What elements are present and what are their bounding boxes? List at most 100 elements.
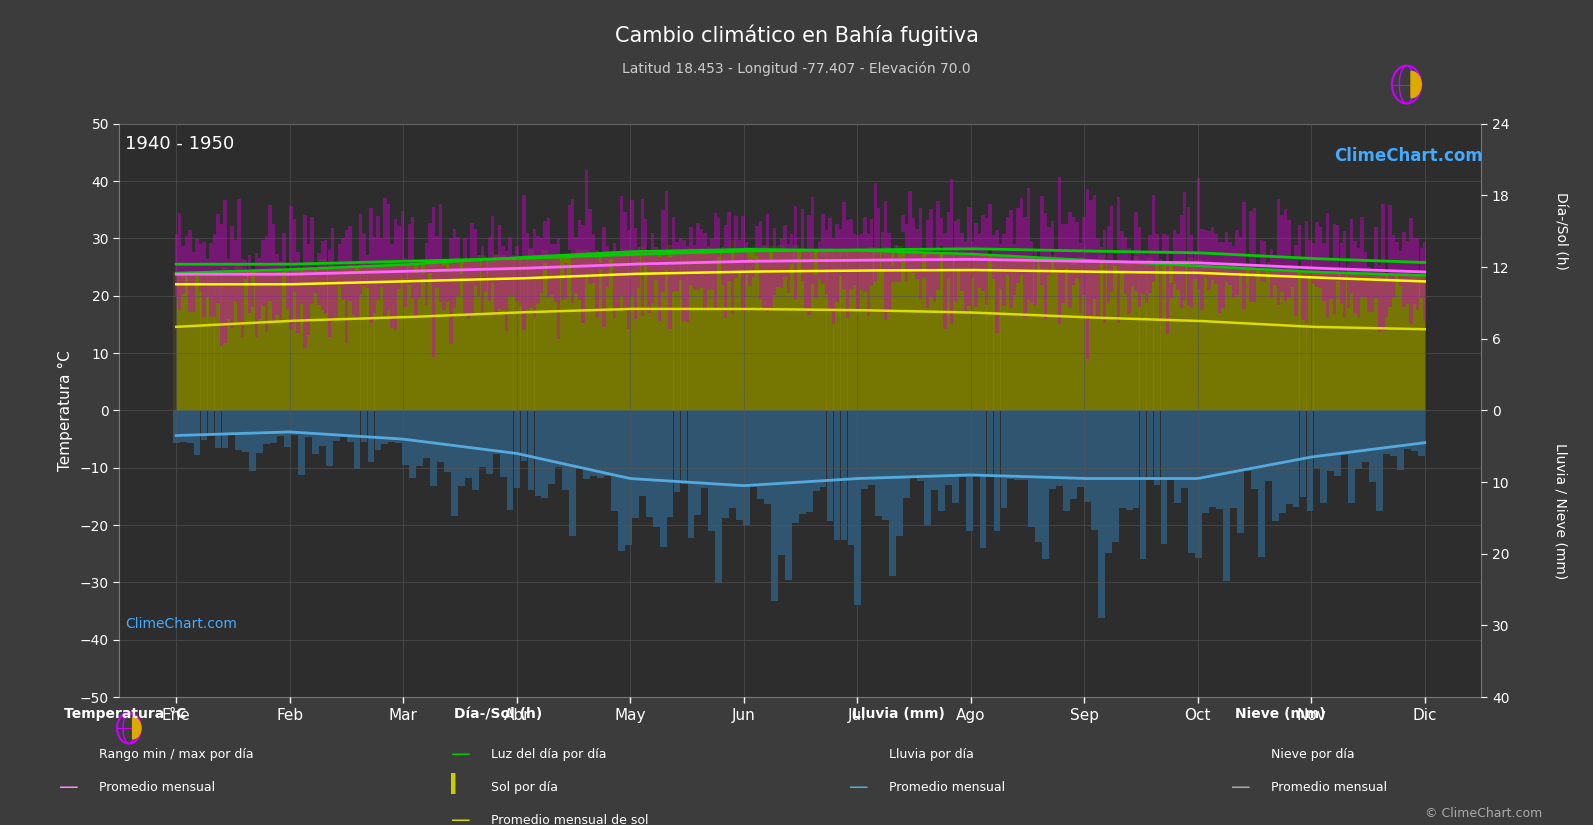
Bar bbox=[640, 199, 644, 316]
Bar bbox=[277, 411, 284, 436]
Bar bbox=[470, 223, 473, 314]
Text: © ClimeChart.com: © ClimeChart.com bbox=[1424, 807, 1542, 820]
Bar bbox=[374, 266, 381, 411]
Bar bbox=[1228, 243, 1231, 285]
Bar bbox=[1118, 263, 1126, 411]
Bar bbox=[1258, 268, 1265, 411]
Bar bbox=[832, 238, 835, 323]
Bar bbox=[1128, 248, 1131, 314]
Bar bbox=[500, 255, 507, 411]
Bar bbox=[597, 411, 604, 478]
Bar bbox=[256, 411, 263, 453]
Bar bbox=[588, 209, 591, 284]
Bar bbox=[903, 411, 910, 497]
Bar bbox=[464, 238, 467, 314]
Bar bbox=[414, 273, 417, 318]
Bar bbox=[389, 411, 395, 441]
Bar bbox=[460, 274, 464, 278]
Bar bbox=[903, 254, 910, 411]
Bar bbox=[567, 205, 570, 250]
Bar bbox=[771, 246, 777, 411]
Bar bbox=[429, 223, 432, 273]
Bar bbox=[1368, 411, 1376, 482]
Bar bbox=[967, 207, 970, 306]
Bar bbox=[459, 411, 465, 487]
Bar bbox=[1050, 255, 1056, 411]
Bar bbox=[722, 411, 730, 518]
Bar bbox=[1069, 212, 1072, 308]
Bar bbox=[846, 220, 849, 318]
Bar bbox=[1099, 248, 1102, 262]
Bar bbox=[352, 262, 355, 315]
Bar bbox=[840, 229, 843, 276]
Text: Promedio mensual de sol: Promedio mensual de sol bbox=[491, 814, 648, 825]
Bar bbox=[1035, 257, 1042, 411]
Bar bbox=[513, 257, 521, 411]
Bar bbox=[1078, 243, 1082, 313]
Text: Lluvia por día: Lluvia por día bbox=[889, 748, 973, 761]
Bar bbox=[722, 250, 730, 411]
Bar bbox=[1397, 411, 1403, 470]
Bar bbox=[919, 208, 922, 299]
Bar bbox=[623, 212, 626, 308]
Y-axis label: Temperatura °C: Temperatura °C bbox=[57, 350, 73, 471]
Bar bbox=[1222, 242, 1225, 308]
Bar bbox=[1190, 235, 1193, 308]
Bar bbox=[542, 251, 548, 411]
Bar bbox=[1118, 411, 1126, 508]
Bar bbox=[241, 259, 244, 337]
Bar bbox=[1075, 222, 1078, 278]
Bar bbox=[675, 242, 679, 291]
Bar bbox=[852, 233, 855, 285]
Bar bbox=[1292, 267, 1300, 411]
Bar bbox=[738, 240, 741, 271]
Text: Nieve (mm): Nieve (mm) bbox=[1235, 707, 1325, 721]
Bar bbox=[585, 170, 588, 276]
Bar bbox=[596, 250, 599, 317]
Bar bbox=[1082, 218, 1085, 295]
Bar bbox=[502, 246, 505, 310]
Bar bbox=[486, 260, 492, 411]
Bar bbox=[1106, 411, 1112, 553]
Bar bbox=[499, 225, 502, 309]
Bar bbox=[1002, 233, 1005, 306]
Bar bbox=[403, 262, 409, 411]
Bar bbox=[741, 215, 746, 310]
Bar bbox=[1219, 243, 1222, 314]
Bar bbox=[889, 253, 895, 411]
Bar bbox=[1314, 411, 1321, 468]
Text: —: — bbox=[59, 778, 78, 798]
Bar bbox=[472, 259, 479, 411]
Bar bbox=[1007, 411, 1015, 479]
Bar bbox=[849, 219, 852, 290]
Bar bbox=[271, 411, 277, 443]
Bar bbox=[674, 411, 680, 492]
Bar bbox=[519, 258, 523, 306]
Bar bbox=[234, 239, 237, 302]
Bar bbox=[333, 411, 339, 441]
Bar bbox=[1378, 265, 1381, 332]
Bar bbox=[1063, 411, 1070, 512]
Bar bbox=[562, 258, 569, 411]
Bar bbox=[645, 254, 653, 411]
Bar bbox=[1238, 268, 1244, 411]
Bar bbox=[207, 271, 215, 411]
Bar bbox=[820, 411, 827, 487]
Bar bbox=[1391, 411, 1397, 455]
Bar bbox=[875, 251, 883, 411]
Bar bbox=[835, 224, 838, 302]
Bar bbox=[228, 271, 236, 411]
Bar bbox=[833, 252, 841, 411]
Bar bbox=[1193, 252, 1196, 279]
Bar bbox=[1319, 227, 1322, 288]
Bar bbox=[425, 243, 429, 305]
Bar bbox=[954, 220, 957, 301]
Bar bbox=[293, 219, 296, 292]
Bar bbox=[860, 233, 863, 290]
Bar bbox=[1043, 213, 1047, 318]
Bar bbox=[314, 274, 317, 294]
Bar bbox=[207, 411, 215, 436]
Bar bbox=[472, 411, 479, 490]
Bar bbox=[269, 205, 272, 301]
Bar bbox=[508, 237, 511, 296]
